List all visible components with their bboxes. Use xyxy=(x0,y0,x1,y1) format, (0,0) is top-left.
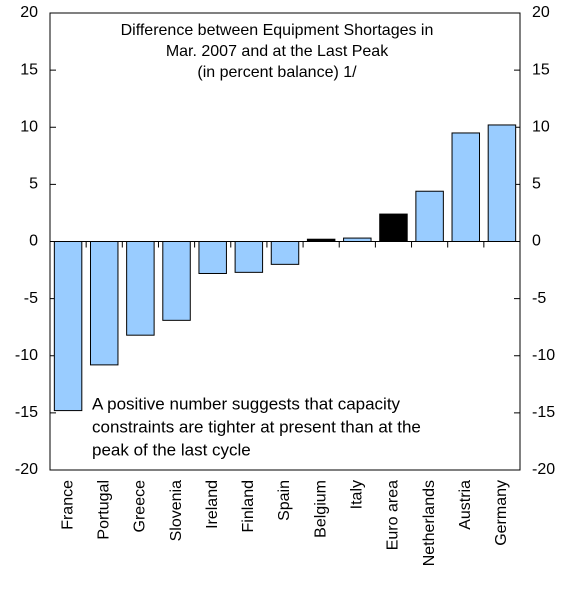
x-tick-label: Euro area xyxy=(385,480,402,550)
bar xyxy=(89,241,119,366)
x-tick-label: Italy xyxy=(349,480,366,509)
bar xyxy=(451,132,481,242)
y2-tick-label: 5 xyxy=(532,176,541,193)
y2-tick-label: -10 xyxy=(532,347,555,364)
y-tick-label: 15 xyxy=(20,61,38,78)
y2-tick-label: -15 xyxy=(532,404,555,421)
y2-tick-label: 15 xyxy=(532,61,550,78)
bar xyxy=(162,241,191,321)
y-tick-label: -10 xyxy=(15,347,38,364)
x-tick-label: Belgium xyxy=(312,480,329,538)
y2-tick-label: -20 xyxy=(532,461,555,478)
y2-tick-label: 0 xyxy=(532,233,541,250)
chart-title: Mar. 2007 and at the Last Peak xyxy=(166,43,389,60)
bar xyxy=(126,241,155,336)
y-tick-label: 20 xyxy=(20,4,38,21)
chart-title: (in percent balance) 1/ xyxy=(197,64,357,81)
x-tick-label: Netherlands xyxy=(421,480,438,566)
x-tick-label: France xyxy=(59,480,76,530)
y-tick-label: 10 xyxy=(20,118,38,135)
bar xyxy=(234,241,264,273)
annotation: constraints are tighter at present than … xyxy=(92,417,421,436)
bar xyxy=(379,213,408,243)
annotation: A positive number suggests that capacity xyxy=(92,394,401,413)
y-tick-label: -5 xyxy=(24,290,38,307)
y2-tick-label: 20 xyxy=(532,4,550,21)
x-tick-label: Austria xyxy=(457,480,474,530)
y-tick-label: 5 xyxy=(29,176,38,193)
y2-tick-label: 10 xyxy=(532,118,550,135)
bar xyxy=(198,241,227,274)
bar xyxy=(487,124,517,242)
x-tick-label: Germany xyxy=(493,480,510,546)
y-tick-label: -15 xyxy=(15,404,38,421)
x-tick-label: Portugal xyxy=(95,480,112,540)
chart-title: Difference between Equipment Shortages i… xyxy=(121,22,434,39)
bar xyxy=(343,237,372,242)
x-tick-label: Slovenia xyxy=(168,480,185,541)
annotation: peak of the last cycle xyxy=(92,440,251,459)
bar xyxy=(415,190,444,242)
x-tick-label: Greece xyxy=(132,480,149,533)
bar xyxy=(270,241,300,265)
x-tick-label: Spain xyxy=(276,480,293,521)
y-tick-label: 0 xyxy=(29,233,38,250)
bar xyxy=(53,241,83,412)
x-tick-label: Finland xyxy=(240,480,257,532)
x-tick-label: Ireland xyxy=(204,480,221,529)
y-tick-label: -20 xyxy=(15,461,38,478)
y2-tick-label: -5 xyxy=(532,290,546,307)
